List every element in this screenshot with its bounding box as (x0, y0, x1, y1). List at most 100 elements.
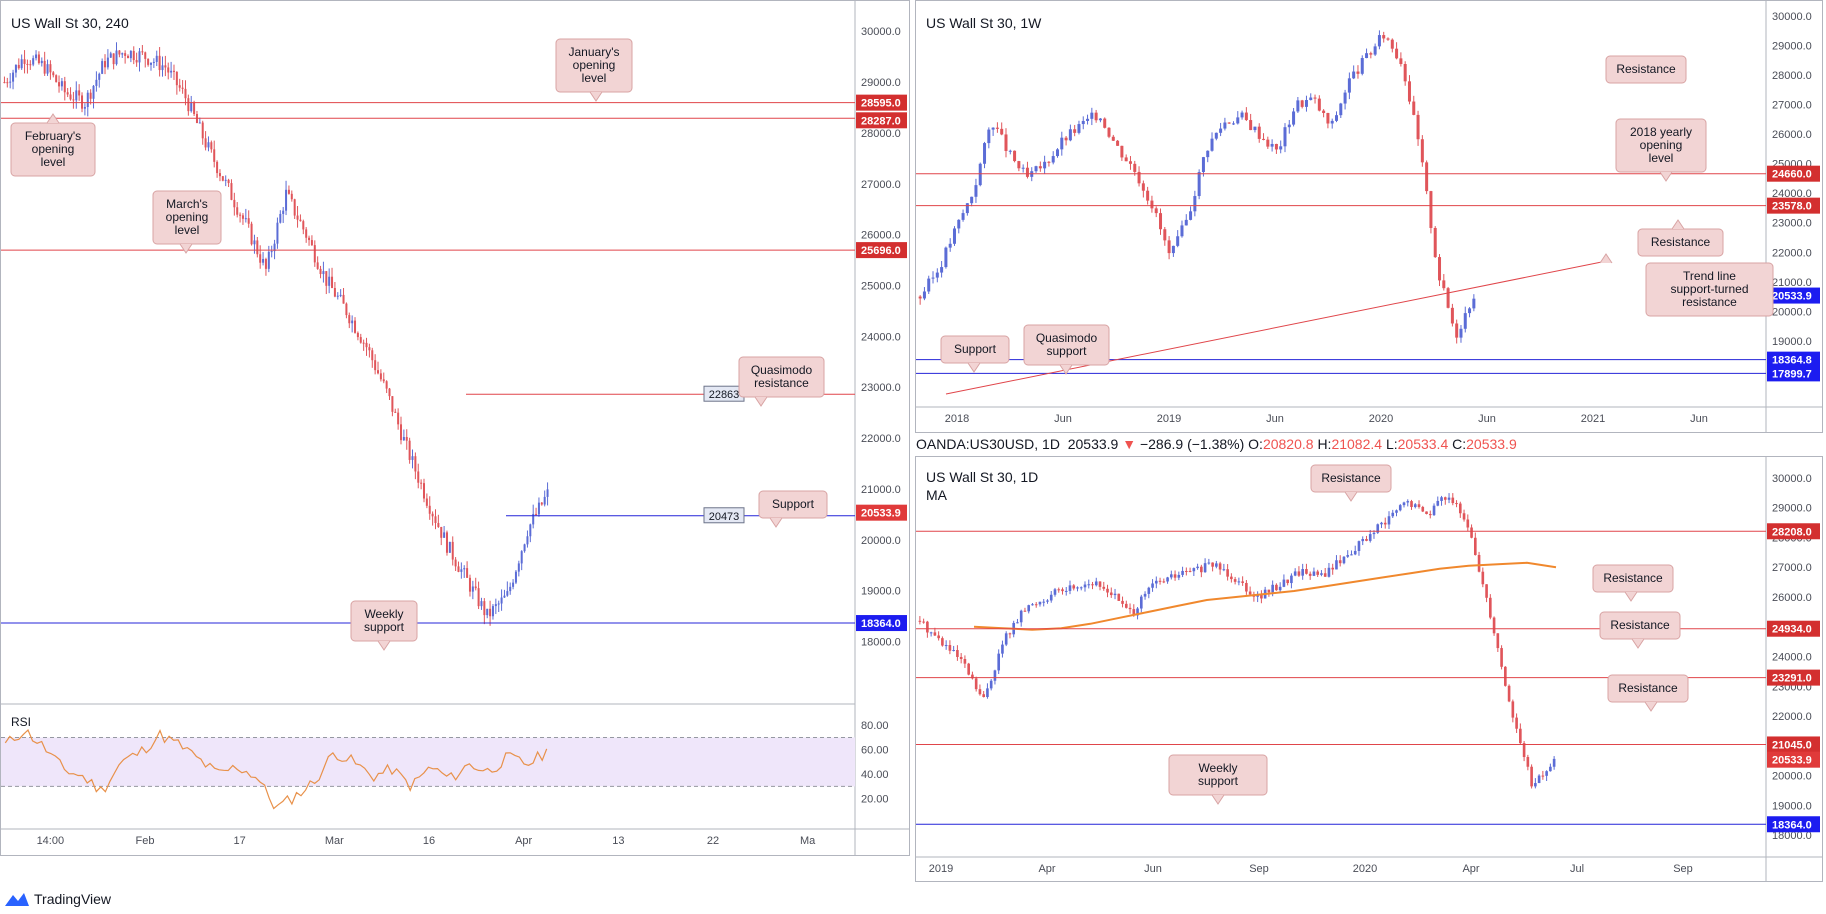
h4-chart-panel[interactable]: US Wall St 30, 240 30000.0 29000.0 28000.0… (0, 0, 910, 856)
callout-text: Resistance (1618, 681, 1678, 695)
h4-chart[interactable]: 30000.0 29000.0 28000.0 27000.0 26000.0 25000… (1, 1, 909, 855)
x-tick-label: Jun (1054, 413, 1072, 425)
candle-body (302, 221, 305, 230)
x-tick-label: Feb (136, 835, 155, 847)
candle-body (1008, 150, 1012, 152)
candle-body (952, 650, 955, 652)
candle-body (86, 92, 89, 108)
candle-body (29, 64, 32, 66)
candle-body (1365, 53, 1369, 59)
candle-body (1072, 585, 1076, 589)
x-tick-label: Jul (1570, 863, 1584, 875)
candle-body (1173, 574, 1177, 578)
candle-body (1016, 622, 1019, 624)
callout-text: February's (25, 129, 81, 143)
candle-body (509, 586, 512, 592)
candle-body (1021, 167, 1025, 169)
candle-body (1468, 308, 1472, 314)
weekly-chart-panel[interactable]: US Wall St 30, 1W 30000.0 29000.0 28000.0 2… (915, 0, 1823, 433)
candle-body (1256, 594, 1259, 597)
candle-body (529, 524, 532, 537)
candle-body (1257, 126, 1261, 139)
x-tick-label: 2020 (1353, 863, 1377, 875)
y-tick-label: 18000.0 (861, 637, 901, 649)
x-tick-label: 2021 (1581, 413, 1605, 425)
candle-body (356, 332, 359, 338)
candle-body (1083, 584, 1087, 588)
candle-body (1436, 500, 1440, 506)
candle-body (1365, 539, 1368, 541)
candle-body (1210, 138, 1214, 151)
callout-text: resistance (754, 376, 809, 390)
candle-body (1019, 610, 1023, 623)
y-tick-label: 29000.0 (1772, 503, 1812, 515)
y-tick-label: 22000.0 (861, 433, 901, 445)
candle-body (1038, 601, 1042, 605)
callout-pointer (1599, 253, 1613, 264)
candle-body (250, 223, 253, 245)
candle-body (1455, 503, 1458, 505)
candle-body (78, 90, 81, 96)
candle-body (1305, 569, 1308, 574)
callout-pointer (967, 362, 981, 373)
candle-body (1376, 524, 1380, 533)
candle-body (279, 213, 282, 223)
tradingview-brand[interactable]: TradingView (4, 891, 111, 907)
candle-body (1262, 138, 1266, 140)
trend-line (945, 260, 1607, 395)
candle-body (285, 189, 288, 211)
candle-body (1343, 92, 1347, 104)
price-tag (856, 94, 907, 111)
candle-body (293, 199, 296, 216)
y-tick-label: 22000.0 (1772, 247, 1812, 259)
candle-body (1438, 257, 1442, 281)
candle-body (1507, 685, 1511, 702)
candle-body (1121, 600, 1124, 604)
candle-body (213, 149, 216, 162)
callout-text: Resistance (1616, 62, 1676, 76)
candle-body (1109, 592, 1113, 596)
callout-text: level (1649, 151, 1674, 165)
daily-chart-panel[interactable]: US Wall St 30, 1D MA 30000.029000.028000… (915, 456, 1823, 882)
candle-body (348, 315, 351, 324)
open-label: O: (1248, 436, 1263, 452)
candle-body (445, 532, 448, 553)
callout-pointer (46, 113, 60, 124)
weekly-chart[interactable]: 30000.029000.028000.027000.026000.025000… (916, 1, 1822, 432)
callout-pointer (754, 396, 768, 407)
candle-body (961, 213, 965, 220)
candle-body (1275, 584, 1278, 591)
candle-body (32, 58, 35, 65)
candle-body (517, 563, 520, 572)
candle-body (1266, 139, 1270, 147)
candle-body (1292, 111, 1296, 125)
candle-body (1090, 112, 1094, 119)
candle-body (1086, 118, 1090, 121)
candle-body (1136, 608, 1139, 616)
candle-body (230, 183, 233, 200)
candle-body (1519, 728, 1522, 744)
candle-body (995, 127, 999, 129)
candle-body (546, 489, 549, 497)
candle-body (408, 440, 411, 460)
y-tick-label: 19000.0 (1772, 800, 1812, 812)
candle-body (1477, 554, 1481, 572)
price-tag (1767, 365, 1820, 382)
candle-body (92, 85, 95, 99)
candle-body (1253, 126, 1257, 131)
candle-body (126, 55, 130, 59)
candle-body (437, 522, 440, 527)
candle-body (1537, 775, 1541, 784)
price-tag (856, 242, 907, 259)
candle-body (523, 544, 526, 552)
y-tick-label: 20000.0 (1772, 306, 1812, 318)
daily-chart[interactable]: 30000.029000.028000.027000.026000.025000… (916, 457, 1822, 881)
candle-body (1511, 701, 1515, 718)
candle-body (1279, 146, 1283, 150)
candle-body (535, 513, 538, 515)
candle-body (1158, 580, 1162, 582)
y-tick-label: 23000.0 (861, 382, 901, 394)
candle-body (75, 90, 78, 101)
price-tag (1767, 751, 1820, 768)
candle-body (270, 251, 273, 253)
